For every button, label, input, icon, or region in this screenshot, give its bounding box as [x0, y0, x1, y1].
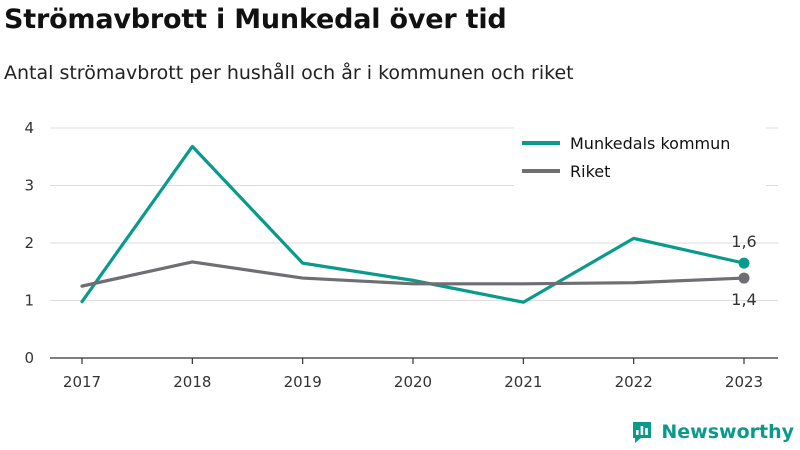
y-tick-label-1: 1 — [24, 292, 34, 310]
series-line-riket — [80, 260, 746, 288]
x-tick-label-2021: 2021 — [504, 373, 542, 391]
legend-background — [514, 124, 766, 196]
y-tick-label-0: 0 — [24, 349, 34, 367]
x-tick-label-2020: 2020 — [394, 373, 432, 391]
y-tick-label-4: 4 — [24, 119, 34, 137]
x-tick-label-2023: 2023 — [725, 373, 763, 391]
x-tick-label-2022: 2022 — [615, 373, 653, 391]
legend-label-riket: Riket — [570, 162, 610, 181]
x-axis: 2017 2018 2019 2020 2021 2022 2023 — [50, 357, 778, 391]
series-line-munkedals-kommun — [80, 144, 746, 304]
chart-title: Strömavbrott i Munkedal över tid — [4, 4, 507, 35]
x-tick-label-2018: 2018 — [173, 373, 211, 391]
brand-name: Newsworthy — [661, 421, 794, 443]
end-label-munkedals-kommun: 1,6 — [731, 232, 756, 251]
end-label-riket: 1,4 — [731, 290, 756, 309]
x-tick-label-2019: 2019 — [284, 373, 322, 391]
y-tick-label-2: 2 — [24, 234, 34, 252]
y-tick-label-3: 3 — [24, 177, 34, 195]
end-point-riket — [738, 272, 750, 284]
y-axis-ticks: 0 1 2 3 4 — [24, 119, 34, 367]
end-point-munkedals-kommun — [738, 257, 750, 269]
legend-label-munkedals-kommun: Munkedals kommun — [570, 134, 730, 153]
legend: Munkedals kommun Riket — [514, 124, 766, 196]
x-tick-label-2017: 2017 — [63, 373, 101, 391]
chart-subtitle: Antal strömavbrott per hushåll och år i … — [4, 62, 574, 84]
newsworthy-logo-icon — [633, 422, 652, 443]
series-lines: 1,6 1,4 — [80, 144, 757, 309]
newsworthy-brand: Newsworthy — [631, 420, 794, 444]
